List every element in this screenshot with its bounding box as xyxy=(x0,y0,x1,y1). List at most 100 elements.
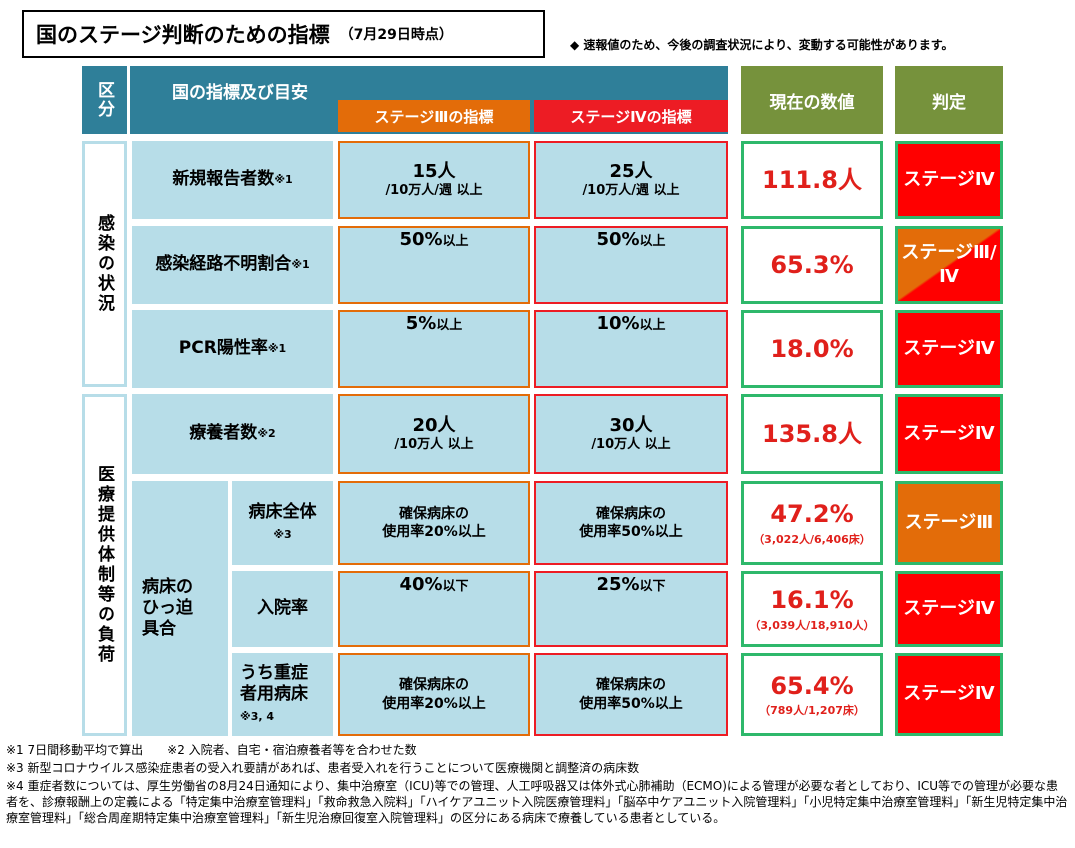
stage4-cell: 50% 以上 xyxy=(534,226,728,304)
stage3-sub: 以上 xyxy=(442,234,469,249)
stage3-main: 50% xyxy=(399,229,443,250)
stage4-sub: 以上 xyxy=(639,234,666,249)
stage4-main: 25人 xyxy=(609,160,653,182)
stage3-cell: 50% 以上 xyxy=(338,226,530,304)
stage4-cell: 確保病床の 使用率50%以上 xyxy=(534,653,728,736)
current-value: 18.0% xyxy=(770,334,854,363)
row-label-hospitalization-rate: 入院率 xyxy=(232,571,333,647)
stage4-cell: 確保病床の 使用率50%以上 xyxy=(534,481,728,565)
row-ref: ※1 xyxy=(274,173,293,187)
stage3-cell: 15人 /10万人/週 以上 xyxy=(338,141,530,219)
stage4-line2: 使用率50%以上 xyxy=(579,524,683,540)
page-title: 国のステージ判断のための指標 xyxy=(36,23,330,47)
current-value-cell: 65.4% （789人/1,207床） xyxy=(741,653,883,736)
current-value: 16.1% xyxy=(770,586,854,614)
title-date: （7月29日時点） xyxy=(339,27,453,43)
stage3-cell: 5% 以上 xyxy=(338,310,530,388)
row-ref: ※2 xyxy=(257,427,276,441)
current-value: 111.8人 xyxy=(762,165,862,194)
stage4-cell: 25人 /10万人/週 以上 xyxy=(534,141,728,219)
stage4-main: 25% xyxy=(596,574,640,595)
current-value-cell: 18.0% xyxy=(741,310,883,388)
current-value-cell: 16.1% （3,039人/18,910人） xyxy=(741,571,883,647)
judgement-badge: ステージⅣ xyxy=(895,653,1003,736)
header-indicator: 国の指標及び目安 xyxy=(172,83,308,103)
judgement-badge: ステージⅣ xyxy=(895,141,1003,219)
title-box: 国のステージ判断のための指標 （7月29日時点） xyxy=(22,10,545,58)
current-value-cell: 47.2% （3,022人/6,406床） xyxy=(741,481,883,565)
current-value: 135.8人 xyxy=(762,419,862,448)
group-label-text: 病床のひっ迫具合 xyxy=(142,576,193,640)
stage4-main: 30人 xyxy=(609,414,653,436)
stage4-sub: 以下 xyxy=(639,579,666,594)
stage4-cell: 30人 /10万人 以上 xyxy=(534,394,728,474)
row-label-text: 入院率 xyxy=(257,598,308,619)
current-value: 47.2% xyxy=(770,500,854,528)
stage3-cell: 20人 /10万人 以上 xyxy=(338,394,530,474)
section-infection: 感染の状況 xyxy=(82,141,127,387)
stage3-line1: 確保病床の xyxy=(399,677,469,694)
stage4-line2: 使用率50%以上 xyxy=(579,695,683,712)
row-label-text: うち重症者用病床 xyxy=(240,662,308,704)
header-stage3: ステージⅢの指標 xyxy=(338,100,530,132)
stage3-line1: 確保病床の xyxy=(399,505,469,522)
row-label-text: 病床全体 xyxy=(248,501,317,522)
footnote-4: ※4 重症者数については、厚生労働省の8月24日通知により、集中治療室（ICU)… xyxy=(6,779,1068,826)
footnote-3: ※3 新型コロナウイルス感染症患者の受入れ要請があれば、患者受入れを行うことにつ… xyxy=(6,761,640,775)
stage3-main: 5% xyxy=(405,313,437,334)
current-value-detail: （789人/1,207床） xyxy=(759,704,865,718)
row-label-text: 感染経路不明割合 xyxy=(155,254,292,275)
section-medical: 医療提供体制等の負荷 xyxy=(82,394,127,736)
row-ref: ※1 xyxy=(291,258,310,272)
header-stage4: ステージⅣの指標 xyxy=(534,100,728,132)
judgement-badge: ステージⅣ xyxy=(895,394,1003,474)
judgement-badge: ステージⅢ/Ⅳ xyxy=(895,226,1003,304)
stage3-line2: 使用率20%以上 xyxy=(382,524,486,540)
current-value-cell: 111.8人 xyxy=(741,141,883,219)
row-ref: ※3 xyxy=(273,528,292,541)
stage4-line1: 確保病床の xyxy=(596,677,666,694)
row-label-unknown-route: 感染経路不明割合 ※1 xyxy=(132,226,333,304)
current-value: 65.3% xyxy=(770,250,854,279)
stage4-sub: /10万人 以上 xyxy=(591,437,671,453)
judgement-badge: ステージⅣ xyxy=(895,310,1003,388)
stage4-main: 10% xyxy=(596,313,640,334)
row-label-text: 療養者数 xyxy=(189,423,258,444)
judgement-badge: ステージⅢ xyxy=(895,481,1003,565)
stage3-cell: 確保病床の 使用率20%以上 xyxy=(338,481,530,565)
stage3-main: 40% xyxy=(399,574,443,595)
header-judgement: 判定 xyxy=(895,66,1003,134)
stage4-cell: 25% 以下 xyxy=(534,571,728,647)
stage4-main: 50% xyxy=(596,229,640,250)
stage3-main: 20人 xyxy=(412,414,456,436)
stage3-cell: 確保病床の 使用率20%以上 xyxy=(338,653,530,736)
header-current-value: 現在の数値 xyxy=(741,66,883,134)
stage3-sub: 以上 xyxy=(436,318,463,333)
row-label-new-cases: 新規報告者数 ※1 xyxy=(132,141,333,219)
row-label-text: PCR陽性率 xyxy=(178,338,268,359)
current-value-detail: （3,022人/6,406床） xyxy=(753,532,871,546)
stage4-cell: 10% 以上 xyxy=(534,310,728,388)
stage3-sub: /10万人 以上 xyxy=(394,437,474,453)
stage4-sub: 以上 xyxy=(639,318,666,333)
stage3-sub: /10万人/週 以上 xyxy=(385,183,483,199)
stage4-line1: 確保病床の xyxy=(596,505,666,522)
stage4-sub: /10万人/週 以上 xyxy=(582,183,680,199)
header-kubun: 区分 xyxy=(82,66,127,134)
group-label-bed-pressure: 病床のひっ迫具合 xyxy=(132,481,228,736)
row-label-patients: 療養者数 ※2 xyxy=(132,394,333,474)
footnote-1: ※1 7日間移動平均で算出 ※2 入院者、自宅・宿泊療養者等を合わせた数 xyxy=(6,743,417,757)
current-value-cell: 135.8人 xyxy=(741,394,883,474)
current-value-cell: 65.3% xyxy=(741,226,883,304)
judgement-badge: ステージⅣ xyxy=(895,571,1003,647)
row-label-pcr: PCR陽性率 ※1 xyxy=(132,310,333,388)
disclaimer-note: ◆ 速報値のため、今後の調査状況により、変動する可能性があります。 xyxy=(570,38,954,52)
current-value: 65.4% xyxy=(770,671,854,700)
row-label-total-beds: 病床全体 ※3 xyxy=(232,481,333,565)
row-label-severe-beds: うち重症者用病床 ※3, 4 xyxy=(232,653,333,736)
stage3-main: 15人 xyxy=(412,160,456,182)
stage3-line2: 使用率20%以上 xyxy=(382,695,486,712)
stage3-sub: 以下 xyxy=(442,579,469,594)
row-ref: ※1 xyxy=(267,342,287,356)
stage3-cell: 40% 以下 xyxy=(338,571,530,647)
